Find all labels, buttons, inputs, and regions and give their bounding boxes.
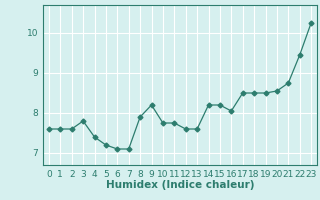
X-axis label: Humidex (Indice chaleur): Humidex (Indice chaleur) [106, 180, 254, 190]
